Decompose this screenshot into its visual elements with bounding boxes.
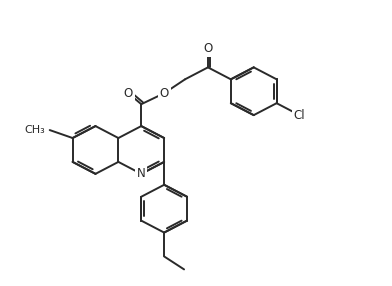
Text: CH₃: CH₃: [24, 125, 45, 135]
Text: O: O: [160, 87, 169, 100]
Text: N: N: [137, 167, 146, 180]
Text: Cl: Cl: [294, 109, 305, 122]
Text: O: O: [203, 42, 212, 55]
Text: O: O: [124, 87, 133, 100]
